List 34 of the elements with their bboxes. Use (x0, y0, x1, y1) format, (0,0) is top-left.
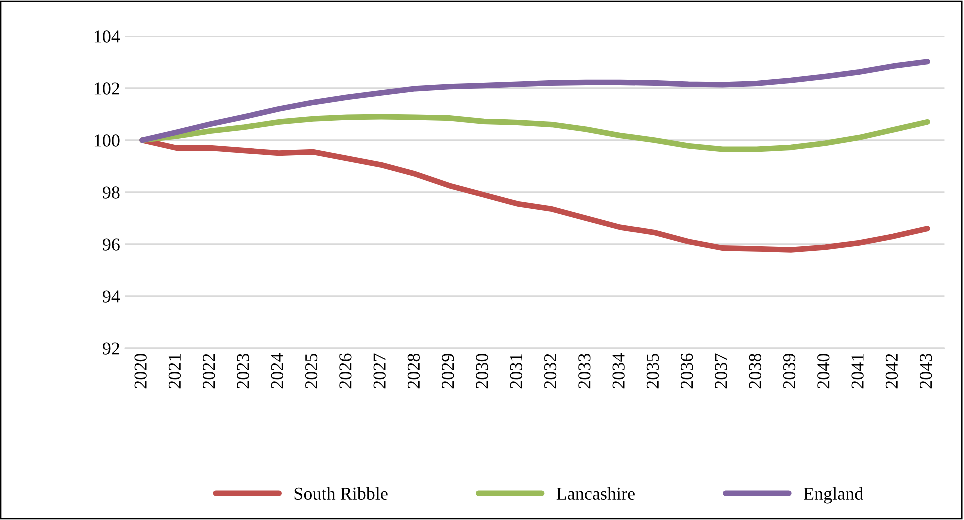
x-tick-label: 2041 (852, 354, 864, 389)
legend-label: Lancashire (556, 487, 635, 500)
legend-label: England (804, 487, 864, 504)
x-tick-label: 2034 (612, 354, 625, 389)
x-tick-label: 2043 (920, 354, 932, 389)
x-tick-label: 2033 (578, 354, 591, 389)
x-tick-label: 2028 (408, 354, 420, 389)
x-tick-label: 2022 (203, 354, 216, 389)
x-tick-label: 2038 (749, 354, 762, 389)
legend-label: South Ribble (294, 487, 388, 500)
x-tick-label: 2030 (476, 354, 488, 389)
x-tick-label: 2029 (442, 354, 454, 389)
x-tick-label: 2037 (715, 354, 728, 389)
x-tick-label: 2040 (818, 354, 830, 389)
y-tick-label: 102 (94, 82, 120, 95)
x-tick-label: 2036 (680, 354, 694, 389)
x-tick-label: 2024 (271, 354, 284, 389)
y-tick-label: 100 (94, 134, 120, 147)
x-tick-label: 2023 (237, 354, 250, 389)
y-tick-label: 104 (94, 30, 120, 43)
y-tick-label: 96 (102, 238, 120, 251)
x-tick-label: 2042 (886, 354, 898, 389)
x-tick-label: 2025 (305, 354, 318, 389)
y-tick-label: 98 (102, 186, 120, 199)
x-tick-label: 2035 (646, 354, 660, 389)
x-tick-label: 2020 (134, 354, 147, 389)
x-tick-label: 2026 (340, 354, 352, 389)
x-tick-label: 2021 (168, 354, 182, 389)
x-tick-label: 2032 (544, 354, 557, 389)
x-tick-label: 2027 (374, 354, 386, 389)
y-tick-label: 92 (102, 342, 120, 355)
x-tick-label: 2031 (510, 354, 522, 389)
y-tick-label: 94 (102, 290, 120, 303)
x-tick-label: 2039 (783, 354, 796, 389)
